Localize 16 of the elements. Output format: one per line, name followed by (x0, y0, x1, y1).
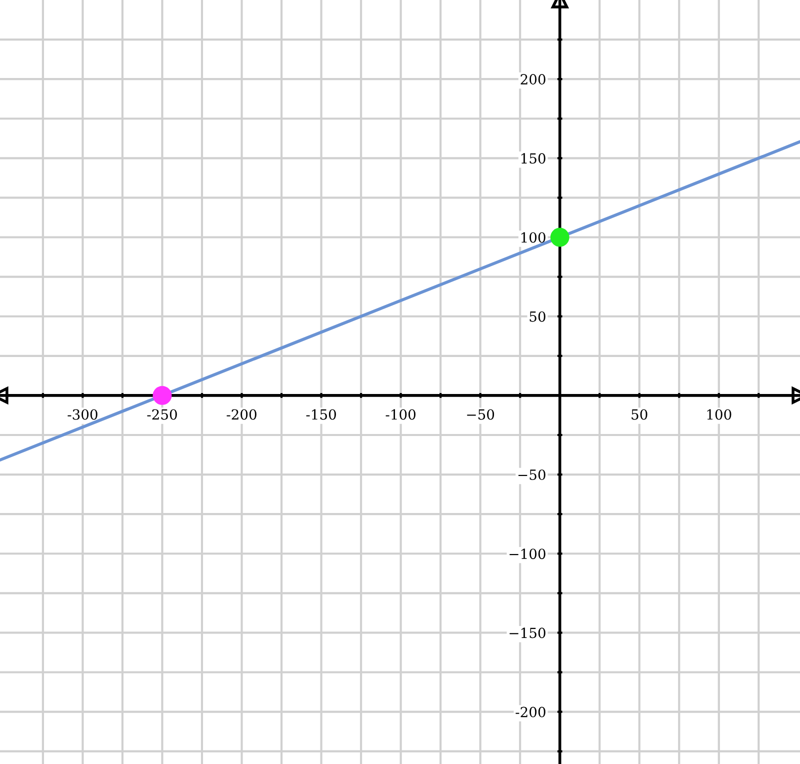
y-tick-label: -200 (516, 706, 546, 718)
y-tick-label: 200 (520, 74, 546, 85)
y-tick-label: −100 (510, 548, 546, 560)
x-tick-label: 100 (707, 409, 732, 420)
x-tick-label: -200 (226, 409, 256, 420)
x-tick-label: -100 (386, 409, 416, 420)
y-tick-label: 100 (521, 232, 546, 243)
x-tick-label: -150 (306, 409, 336, 420)
x-tick-label: 50 (632, 409, 648, 420)
y-tick-label: 50 (530, 311, 546, 322)
x-tick-label: -250 (147, 409, 177, 420)
x-tick-label: −50 (467, 409, 494, 420)
y-tick-label: 150 (521, 153, 546, 164)
y-tick-label: −150 (510, 628, 546, 638)
x-tick-label: -300 (68, 409, 98, 420)
y-tick-label: −50 (518, 470, 546, 480)
